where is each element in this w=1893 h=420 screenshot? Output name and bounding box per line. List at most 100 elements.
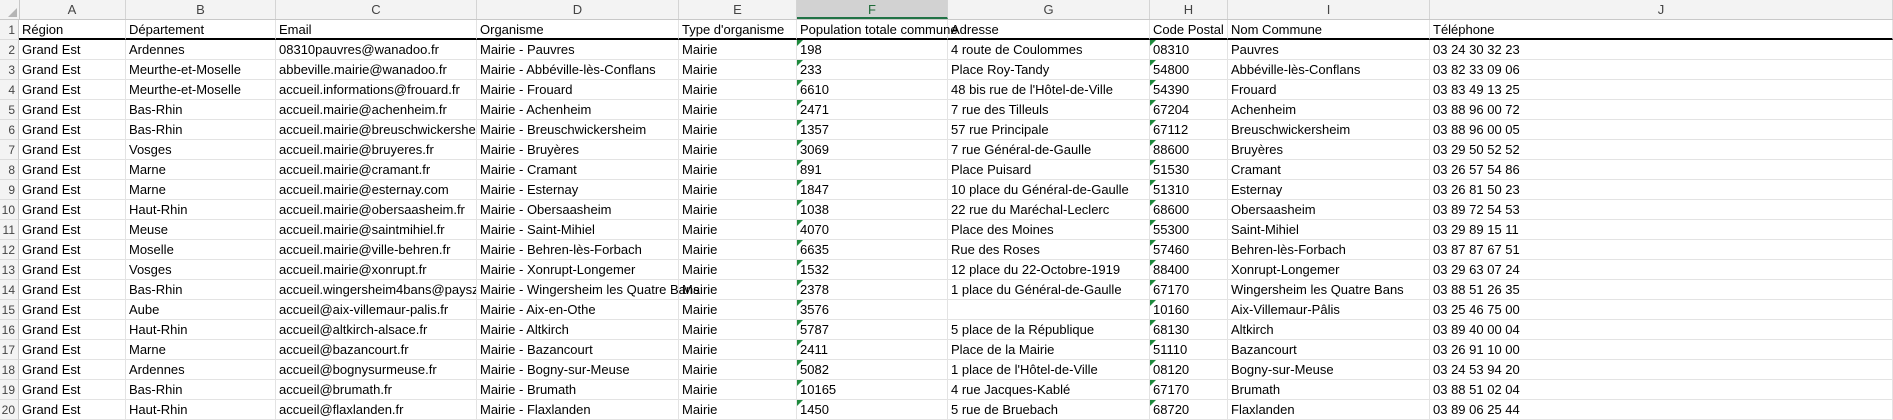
table-cell[interactable]: 03 88 96 00 05	[1430, 120, 1893, 140]
table-cell[interactable]: Mairie	[679, 260, 797, 280]
table-cell[interactable]: Mairie - Saint-Mihiel	[477, 220, 679, 240]
table-cell[interactable]: 03 29 50 52 52	[1430, 140, 1893, 160]
table-cell[interactable]: Grand Est	[19, 40, 126, 60]
table-cell[interactable]: Mairie - Brumath	[477, 380, 679, 400]
table-cell[interactable]: 03 26 57 54 86	[1430, 160, 1893, 180]
table-cell[interactable]: Frouard	[1228, 80, 1430, 100]
table-cell[interactable]: 03 24 30 32 23	[1430, 40, 1893, 60]
row-header[interactable]: 5	[0, 100, 19, 120]
column-title-cell[interactable]: Type d'organisme	[679, 20, 797, 40]
table-cell[interactable]: 57460	[1150, 240, 1228, 260]
table-cell[interactable]: Vosges	[126, 260, 276, 280]
table-cell[interactable]: 5 place de la République	[948, 320, 1150, 340]
table-cell[interactable]: 22 rue du Maréchal-Leclerc	[948, 200, 1150, 220]
table-cell[interactable]: accueil.mairie@bruyeres.fr	[276, 140, 477, 160]
table-cell[interactable]: 57 rue Principale	[948, 120, 1150, 140]
table-cell[interactable]: Vosges	[126, 140, 276, 160]
table-cell[interactable]: Mairie - Behren-lès-Forbach	[477, 240, 679, 260]
table-cell[interactable]: Grand Est	[19, 400, 126, 420]
table-cell[interactable]: Mairie - Cramant	[477, 160, 679, 180]
table-cell[interactable]: Flaxlanden	[1228, 400, 1430, 420]
table-cell[interactable]: accueil.mairie@breuschwickersheim.fr	[276, 120, 477, 140]
table-cell[interactable]: Xonrupt-Longemer	[1228, 260, 1430, 280]
table-cell[interactable]: Mairie - Achenheim	[477, 100, 679, 120]
table-cell[interactable]: 88600	[1150, 140, 1228, 160]
table-cell[interactable]: 08310pauvres@wanadoo.fr	[276, 40, 477, 60]
table-cell[interactable]: Marne	[126, 160, 276, 180]
table-cell[interactable]: 03 82 33 09 06	[1430, 60, 1893, 80]
table-cell[interactable]: accueil.mairie@achenheim.fr	[276, 100, 477, 120]
table-cell[interactable]: 10165	[797, 380, 948, 400]
table-cell[interactable]: Mairie	[679, 220, 797, 240]
table-cell[interactable]: 03 26 81 50 23	[1430, 180, 1893, 200]
table-cell[interactable]: Bogny-sur-Meuse	[1228, 360, 1430, 380]
row-header[interactable]: 7	[0, 140, 19, 160]
row-header[interactable]: 19	[0, 380, 19, 400]
table-cell[interactable]: 1450	[797, 400, 948, 420]
row-header[interactable]: 16	[0, 320, 19, 340]
row-header[interactable]: 1	[0, 20, 19, 40]
table-cell[interactable]: 03 29 63 07 24	[1430, 260, 1893, 280]
table-cell[interactable]: Aube	[126, 300, 276, 320]
table-cell[interactable]: Grand Est	[19, 360, 126, 380]
row-header[interactable]: 20	[0, 400, 19, 420]
table-cell[interactable]: Esternay	[1228, 180, 1430, 200]
table-cell[interactable]: Mairie - Flaxlanden	[477, 400, 679, 420]
table-cell[interactable]: Altkirch	[1228, 320, 1430, 340]
table-cell[interactable]: Grand Est	[19, 220, 126, 240]
table-cell[interactable]: Mairie	[679, 120, 797, 140]
table-cell[interactable]: 10160	[1150, 300, 1228, 320]
table-cell[interactable]: Grand Est	[19, 140, 126, 160]
table-cell[interactable]: Mairie	[679, 180, 797, 200]
table-cell[interactable]: 5082	[797, 360, 948, 380]
column-header-g[interactable]: G	[948, 0, 1150, 19]
table-cell[interactable]: 03 26 91 10 00	[1430, 340, 1893, 360]
table-cell[interactable]: Mairie - Altkirch	[477, 320, 679, 340]
table-cell[interactable]: 55300	[1150, 220, 1228, 240]
table-cell[interactable]: 1847	[797, 180, 948, 200]
table-cell[interactable]: Meurthe-et-Moselle	[126, 60, 276, 80]
table-cell[interactable]: Grand Est	[19, 240, 126, 260]
column-title-cell[interactable]: Adresse	[948, 20, 1150, 40]
column-header-d[interactable]: D	[477, 0, 679, 19]
column-header-j[interactable]: J	[1430, 0, 1893, 19]
table-cell[interactable]: Behren-lès-Forbach	[1228, 240, 1430, 260]
table-cell[interactable]: Breuschwickersheim	[1228, 120, 1430, 140]
table-cell[interactable]: Mairie - Obersaasheim	[477, 200, 679, 220]
column-header-i[interactable]: I	[1228, 0, 1430, 19]
table-cell[interactable]: accueil.wingersheim4bans@payszorn.com	[276, 280, 477, 300]
table-cell[interactable]: accueil.mairie@ville-behren.fr	[276, 240, 477, 260]
table-cell[interactable]: Mairie	[679, 320, 797, 340]
table-cell[interactable]: Mairie - Wingersheim les Quatre Bans	[477, 280, 700, 300]
row-header[interactable]: 18	[0, 360, 19, 380]
column-header-c[interactable]: C	[276, 0, 477, 19]
table-cell[interactable]: Mairie	[679, 380, 797, 400]
table-cell[interactable]: Bas-Rhin	[126, 280, 276, 300]
table-cell[interactable]: 68600	[1150, 200, 1228, 220]
table-cell[interactable]: accueil@bognysurmeuse.fr	[276, 360, 477, 380]
table-cell[interactable]: 10 place du Général-de-Gaulle	[948, 180, 1150, 200]
table-cell[interactable]: 03 88 51 02 04	[1430, 380, 1893, 400]
table-cell[interactable]: Marne	[126, 340, 276, 360]
table-cell[interactable]: accueil@flaxlanden.fr	[276, 400, 477, 420]
table-cell[interactable]: 3069	[797, 140, 948, 160]
table-cell[interactable]: Mairie	[679, 360, 797, 380]
column-title-cell[interactable]: Code Postal	[1150, 20, 1228, 40]
table-cell[interactable]: Wingersheim les Quatre Bans	[1228, 280, 1430, 300]
column-title-cell[interactable]: Région	[19, 20, 126, 40]
table-cell[interactable]: Place de la Mairie	[948, 340, 1150, 360]
table-cell[interactable]: Brumath	[1228, 380, 1430, 400]
table-cell[interactable]: Grand Est	[19, 160, 126, 180]
table-cell[interactable]: 54800	[1150, 60, 1228, 80]
row-header[interactable]: 8	[0, 160, 19, 180]
table-cell[interactable]: 03 83 49 13 25	[1430, 80, 1893, 100]
table-cell[interactable]: accueil@bazancourt.fr	[276, 340, 477, 360]
column-header-b[interactable]: B	[126, 0, 276, 19]
table-cell[interactable]: 2378	[797, 280, 948, 300]
table-cell[interactable]: Haut-Rhin	[126, 200, 276, 220]
table-cell[interactable]: Saint-Mihiel	[1228, 220, 1430, 240]
table-cell[interactable]: 6610	[797, 80, 948, 100]
table-cell[interactable]: Grand Est	[19, 200, 126, 220]
column-title-cell[interactable]: Organisme	[477, 20, 679, 40]
table-cell[interactable]: Mairie - Pauvres	[477, 40, 679, 60]
